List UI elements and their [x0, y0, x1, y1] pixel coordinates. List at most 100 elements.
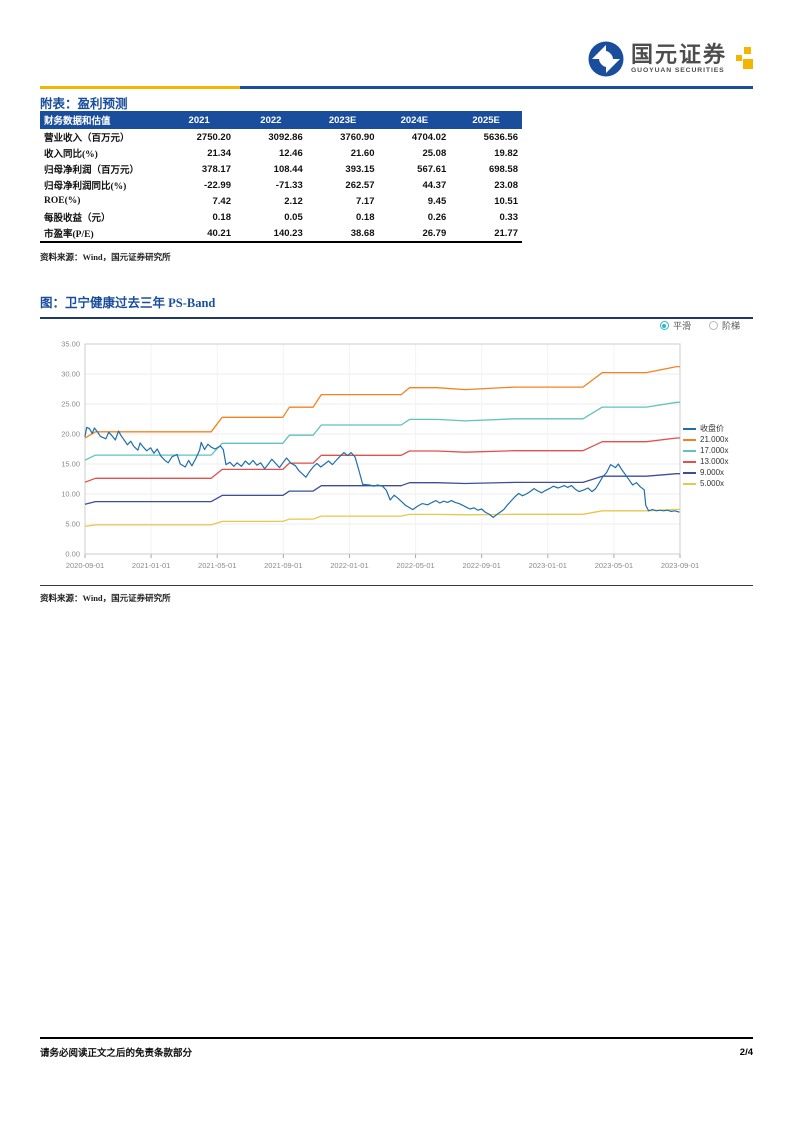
legend-item: 5.000x [683, 480, 728, 488]
legend-swatch-icon [683, 483, 696, 485]
x-axis-label: 2022-01-01 [330, 561, 368, 570]
page-footer: 请务必阅读正文之后的免责条款部分 2/4 [40, 1045, 753, 1060]
table-source: 资料来源：Wind，国元证券研究所 [40, 252, 171, 262]
table-cell: 38.68 [350, 227, 375, 239]
table-header-cell: 财务数据和估值 [40, 111, 164, 129]
radio-option-smooth[interactable]: 平滑 [659, 319, 691, 332]
y-axis-label: 30.00 [61, 370, 80, 379]
table-header-cell: 2021 [163, 111, 235, 129]
table-cell: 3760.90 [340, 131, 375, 143]
legend-label: 5.000x [700, 479, 725, 488]
table-cell: -71.33 [275, 179, 303, 191]
table-cell: 378.17 [201, 163, 231, 175]
table-header-cell: 2025E [450, 111, 522, 129]
forecast-table: 财务数据和估值 2021 2022 2023E 2024E 2025E 营业收入（百万元）… [40, 111, 522, 243]
x-axis-label: 2021-05-01 [198, 561, 236, 570]
legend-label: 收盘价 [700, 424, 724, 433]
legend-swatch-icon [683, 461, 696, 463]
table-row: 归母净利润（百万元） 378.17 108.44 393.15 567.61 698.58 [40, 161, 522, 177]
table-header-cell: 2023E [306, 111, 379, 129]
table-cell: 567.61 [417, 163, 447, 175]
y-axis-label: 10.00 [61, 490, 80, 499]
radio-option-step[interactable]: 阶梯 [708, 319, 740, 332]
row-label: 营业收入（百万元） [44, 134, 130, 144]
y-axis-label: 25.00 [61, 400, 80, 409]
table-cell: 21.34 [207, 147, 231, 159]
table-row: 每股收益（元） 0.18 0.05 0.18 0.26 0.33 [40, 209, 522, 225]
table-cell: 0.18 [355, 211, 375, 223]
radio-label: 阶梯 [721, 321, 740, 331]
table-header-cell: 2024E [378, 111, 451, 129]
x-axis-label: 2021-01-01 [132, 561, 170, 570]
brand-logo-mark-icon [588, 41, 624, 77]
x-axis-label: 2021-09-01 [264, 561, 302, 570]
table-cell: 393.15 [345, 163, 375, 175]
table-cell: 140.23 [273, 227, 303, 239]
row-label: 市盈率(P/E) [44, 230, 94, 240]
legend-swatch-icon [683, 428, 696, 430]
x-axis-label: 2020-09-01 [66, 561, 104, 570]
price-line [84, 426, 680, 518]
legend-item: 13.000x [683, 458, 728, 466]
brand-name-cn: 国元证券 [630, 41, 727, 67]
figure-source: 资料来源：Wind，国元证券研究所 [40, 585, 753, 604]
plot-border [84, 343, 681, 555]
band-line-5.000x [84, 508, 680, 528]
row-label: 每股收益（元） [44, 214, 111, 224]
figure-title: 图：卫宁健康过去三年 PS-Band [40, 292, 753, 319]
legend-swatch-icon [683, 472, 696, 474]
table-cell: 0.26 [427, 211, 447, 223]
legend-label: 17.000x [700, 446, 729, 455]
band-line-9.000x [84, 473, 680, 505]
radio-step-icon[interactable] [708, 321, 718, 330]
band-line-13.000x [84, 437, 680, 483]
table-cell: 26.79 [422, 227, 447, 239]
table-cell: 10.51 [494, 195, 518, 207]
x-axis-label: 2023-01-01 [529, 561, 567, 570]
legend-item: 21.000x [683, 436, 728, 444]
table-row: 市盈率(P/E) 40.21 140.23 38.68 26.79 21.77 [40, 225, 522, 242]
table-row: 收入同比(%) 21.34 12.46 21.60 25.08 19.82 [40, 145, 522, 161]
brand-gold-squares-icon [736, 47, 753, 69]
x-axis-label: 2023-05-01 [595, 561, 633, 570]
table-cell: 21.77 [494, 227, 518, 239]
brand-name: 国元证券 GUOYUAN SECURITIES [630, 41, 727, 75]
header-rule-gold [40, 86, 240, 89]
y-axis-label: 0.00 [65, 550, 80, 559]
x-axis-label: 2023-09-01 [661, 561, 699, 570]
chart-legend: 收盘价 21.000x 17.000x 13.000x 9.000x 5.000x [683, 425, 728, 488]
header-rule-blue [240, 86, 753, 89]
radio-smooth-icon[interactable] [659, 321, 669, 330]
y-axis-label: 5.00 [65, 520, 80, 529]
y-axis-label: 20.00 [61, 430, 80, 439]
chart-mode-controls: 平滑 阶梯 [40, 319, 740, 332]
table-cell: 0.33 [499, 211, 519, 223]
row-label: 归母净利润同比(%) [44, 182, 127, 192]
table-header-cell: 2022 [234, 111, 307, 129]
radio-label: 平滑 [672, 321, 691, 331]
table-cell: 698.58 [488, 163, 518, 175]
y-axis-label: 35.00 [61, 340, 80, 349]
legend-swatch-icon [683, 450, 696, 452]
legend-item: 9.000x [683, 469, 728, 477]
legend-label: 9.000x [700, 468, 725, 477]
table-cell: 21.60 [350, 147, 375, 159]
table-cell: 5636.56 [483, 131, 518, 143]
row-label: 收入同比(%) [44, 150, 98, 160]
table-cell: 2750.20 [196, 131, 231, 143]
table-row: ROE(%) 7.42 2.12 7.17 9.45 10.51 [40, 193, 522, 209]
legend-label: 13.000x [700, 457, 729, 466]
brand-name-en: GUOYUAN SECURITIES [630, 66, 725, 74]
table-cell: 0.18 [212, 211, 231, 223]
legend-swatch-icon [683, 439, 696, 441]
x-axis-label: 2022-05-01 [396, 561, 434, 570]
table-cell: 3092.86 [268, 131, 303, 143]
legend-label: 21.000x [700, 435, 729, 444]
table-cell: 19.82 [494, 147, 518, 159]
table-row: 营业收入（百万元） 2750.20 3092.86 3760.90 4704.02 563… [40, 129, 522, 145]
band-line-17.000x [84, 401, 680, 461]
brand-logo: 国元证券 GUOYUAN SECURITIES [587, 40, 755, 78]
header-rule [40, 86, 753, 89]
table-cell: 40.21 [207, 227, 231, 239]
